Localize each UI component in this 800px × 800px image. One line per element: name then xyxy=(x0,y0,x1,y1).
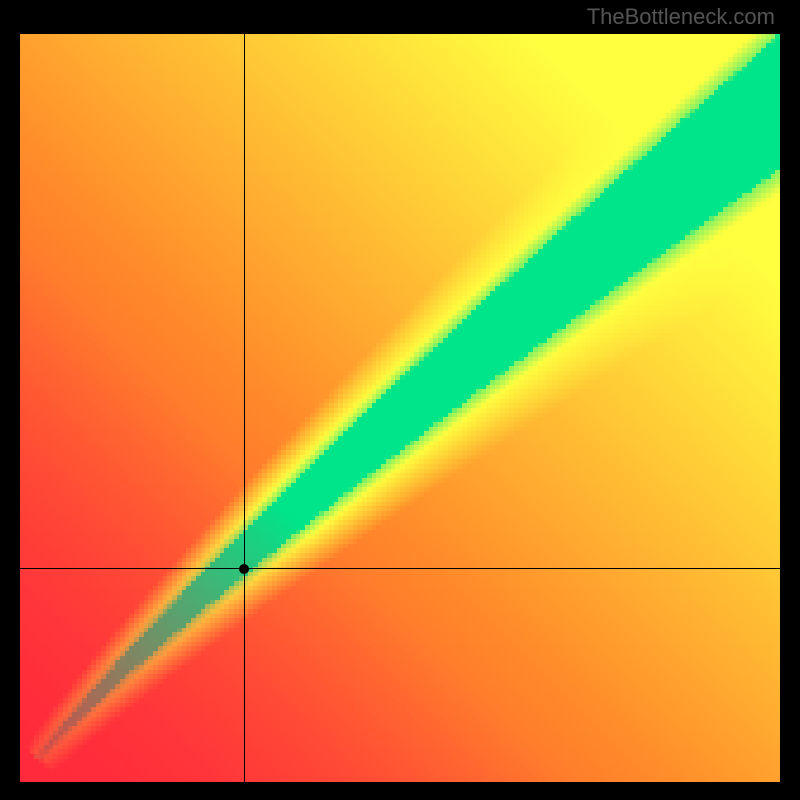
chart-container: TheBottleneck.com xyxy=(0,0,800,800)
crosshair-vertical xyxy=(244,34,245,782)
attribution-text: TheBottleneck.com xyxy=(587,4,775,30)
bottleneck-heatmap xyxy=(20,34,780,782)
crosshair-horizontal xyxy=(20,568,780,569)
crosshair-marker xyxy=(239,564,249,574)
